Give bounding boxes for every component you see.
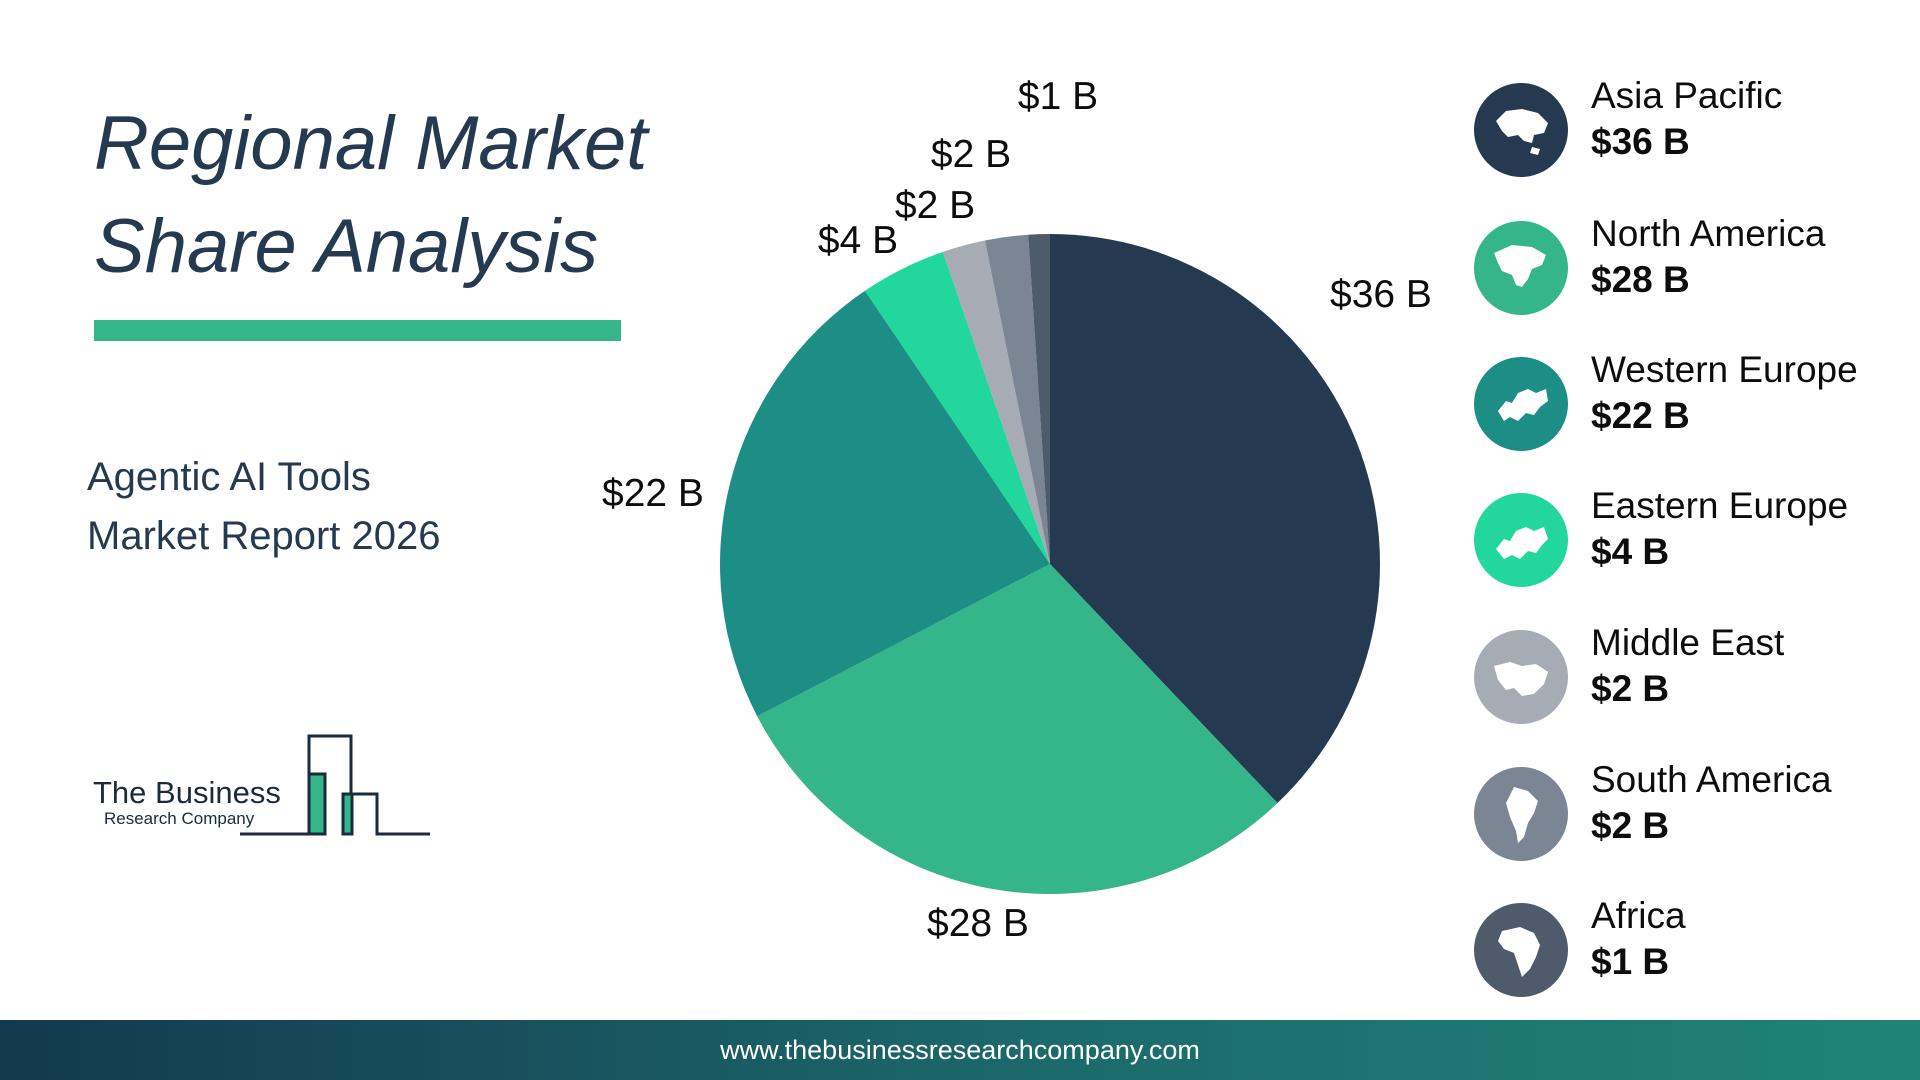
report-subtitle: Agentic AI Tools Market Report 2026 xyxy=(87,448,441,566)
legend-value: $4 B xyxy=(1591,531,1670,572)
legend-item: South America $2 B xyxy=(1474,759,1904,867)
page-title: Regional Market Share Analysis xyxy=(94,92,647,298)
pie-slice-eastern-europe xyxy=(864,251,1050,564)
legend-label: Middle East xyxy=(1591,622,1785,663)
pie-slice-asia-pacific xyxy=(1050,234,1380,804)
slice-label: $36 B xyxy=(1330,273,1432,316)
south-america-map-icon xyxy=(1474,767,1568,861)
logo-tagline: Research Company xyxy=(104,809,255,828)
legend-value: $2 B xyxy=(1591,668,1670,709)
slice-label: $1 B xyxy=(1018,75,1098,118)
logo-bars-icon xyxy=(240,734,430,836)
logo-name: The Business xyxy=(93,775,281,810)
legend-item: Africa $1 B xyxy=(1474,895,1904,1003)
africa-map-icon xyxy=(1474,903,1568,997)
legend-label: Western Europe xyxy=(1591,349,1858,390)
slice-label: $2 B xyxy=(895,184,975,227)
legend-label: South America xyxy=(1591,759,1832,800)
pie-slice-western-europe xyxy=(720,290,1050,717)
pie-slice-middle-east xyxy=(942,240,1050,564)
legend-value: $22 B xyxy=(1591,395,1690,436)
legend-value: $1 B xyxy=(1591,941,1670,982)
slice-label: $28 B xyxy=(927,902,1029,945)
middle-east-map-icon xyxy=(1474,630,1568,724)
eastern-europe-map-icon xyxy=(1474,493,1568,587)
pie-slice-north-america xyxy=(757,564,1278,894)
legend-label: Asia Pacific xyxy=(1591,75,1783,116)
footer-bar: www.thebusinessresearchcompany.com xyxy=(0,1020,1920,1080)
company-logo: The Business Research Company xyxy=(92,732,436,837)
western-europe-map-icon xyxy=(1474,357,1568,451)
legend-label: North America xyxy=(1591,213,1826,254)
legend-item: Western Europe $22 B xyxy=(1474,349,1904,457)
slice-label: $22 B xyxy=(602,472,704,515)
legend-label: Africa xyxy=(1591,895,1686,936)
title-line-2: Share Analysis xyxy=(94,204,599,289)
title-line-1: Regional Market xyxy=(94,101,648,186)
asia-map-icon xyxy=(1474,83,1568,177)
slice-label: $4 B xyxy=(818,219,898,262)
pie-slice-africa xyxy=(1028,234,1050,564)
title-underline xyxy=(94,320,621,341)
legend-item: Eastern Europe $4 B xyxy=(1474,485,1904,593)
north-america-map-icon xyxy=(1474,221,1568,315)
legend-value: $36 B xyxy=(1591,121,1690,162)
pie-slice-south-america xyxy=(984,234,1050,564)
subtitle-line-1: Agentic AI Tools xyxy=(87,455,371,499)
legend-label: Eastern Europe xyxy=(1591,485,1849,526)
legend-item: North America $28 B xyxy=(1474,213,1904,321)
legend-item: Asia Pacific $36 B xyxy=(1474,75,1904,183)
slice-label: $2 B xyxy=(931,133,1011,176)
subtitle-line-2: Market Report 2026 xyxy=(87,514,441,558)
legend-value: $2 B xyxy=(1591,805,1670,846)
legend-item: Middle East $2 B xyxy=(1474,622,1904,730)
legend-value: $28 B xyxy=(1591,259,1690,300)
footer-url: www.thebusinessresearchcompany.com xyxy=(720,1034,1200,1065)
